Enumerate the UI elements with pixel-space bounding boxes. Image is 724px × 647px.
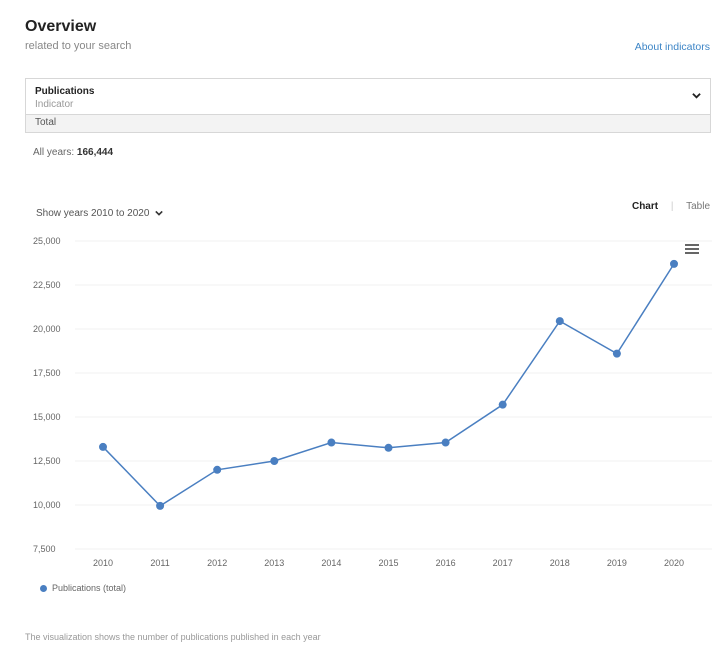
chart-menu-icon[interactable]	[685, 244, 699, 254]
data-point	[670, 259, 678, 268]
table-view-button[interactable]: Table	[686, 201, 710, 212]
y-tick-label: 10,000	[33, 500, 61, 510]
data-point	[441, 438, 450, 447]
indicator-name: Publications	[35, 86, 95, 97]
y-tick-label: 15,000	[33, 412, 61, 422]
x-tick-label: 2011	[150, 558, 169, 568]
x-tick-label: 2014	[321, 558, 341, 568]
chart-footnote: The visualization shows the number of pu…	[25, 632, 321, 642]
data-point	[555, 317, 564, 326]
all-years-label: All years:	[33, 147, 75, 158]
series-line	[102, 263, 675, 507]
y-tick-label: 12,500	[33, 456, 61, 466]
all-years-value: 166,444	[76, 147, 114, 158]
y-tick-label: 20,000	[33, 324, 61, 334]
chart-view-button[interactable]: Chart	[631, 201, 659, 212]
chevron-down-icon	[155, 211, 163, 217]
x-tick-label: 2015	[378, 558, 398, 568]
year-range-dropdown[interactable]: Show years 2010 to 2020	[36, 208, 163, 219]
y-tick-label: 17,500	[33, 368, 61, 378]
data-point	[327, 438, 336, 447]
x-tick-label: 2020	[664, 558, 684, 568]
indicator-subtitle: Indicator	[35, 99, 74, 110]
y-tick-label: 25,000	[33, 236, 61, 246]
legend-marker	[40, 585, 47, 593]
page-subtitle: related to your search	[25, 40, 132, 52]
y-tick-label: 7,500	[33, 544, 56, 554]
x-tick-label: 2010	[93, 558, 113, 568]
data-point	[612, 349, 621, 358]
about-indicators-link[interactable]: About indicators	[634, 41, 710, 53]
x-tick-label: 2012	[207, 558, 227, 568]
indicator-option-total[interactable]: Total	[25, 115, 711, 133]
y-tick-label: 22,500	[33, 280, 61, 290]
data-point	[99, 442, 107, 451]
legend-label: Publications (total)	[52, 583, 127, 593]
x-tick-label: 2013	[264, 558, 284, 568]
data-point	[498, 400, 507, 409]
option-label: Total	[35, 117, 57, 128]
x-tick-label: 2019	[607, 558, 627, 568]
all-years-summary: All years: 166,444	[33, 147, 113, 158]
data-point	[270, 457, 279, 465]
chevron-down-icon	[692, 93, 701, 99]
page-title: Overview	[25, 18, 97, 35]
chart-legend-item[interactable]: Publications (total)	[40, 583, 126, 593]
year-range-label: Show years 2010 to 2020	[36, 208, 150, 219]
indicator-dropdown[interactable]: Publications Indicator	[25, 78, 711, 115]
x-tick-label: 2017	[493, 558, 513, 568]
toggle-separator: |	[670, 201, 674, 212]
view-toggle: Chart | Table	[632, 201, 710, 212]
x-tick-label: 2018	[550, 558, 570, 568]
publications-line-chart: 25,000 22,500 20,000 17,500 15,000 12,500 10,0…	[33, 236, 712, 568]
x-tick-label: 2016	[436, 558, 456, 568]
data-point	[384, 443, 393, 452]
data-point	[156, 501, 165, 510]
data-point	[213, 465, 222, 474]
